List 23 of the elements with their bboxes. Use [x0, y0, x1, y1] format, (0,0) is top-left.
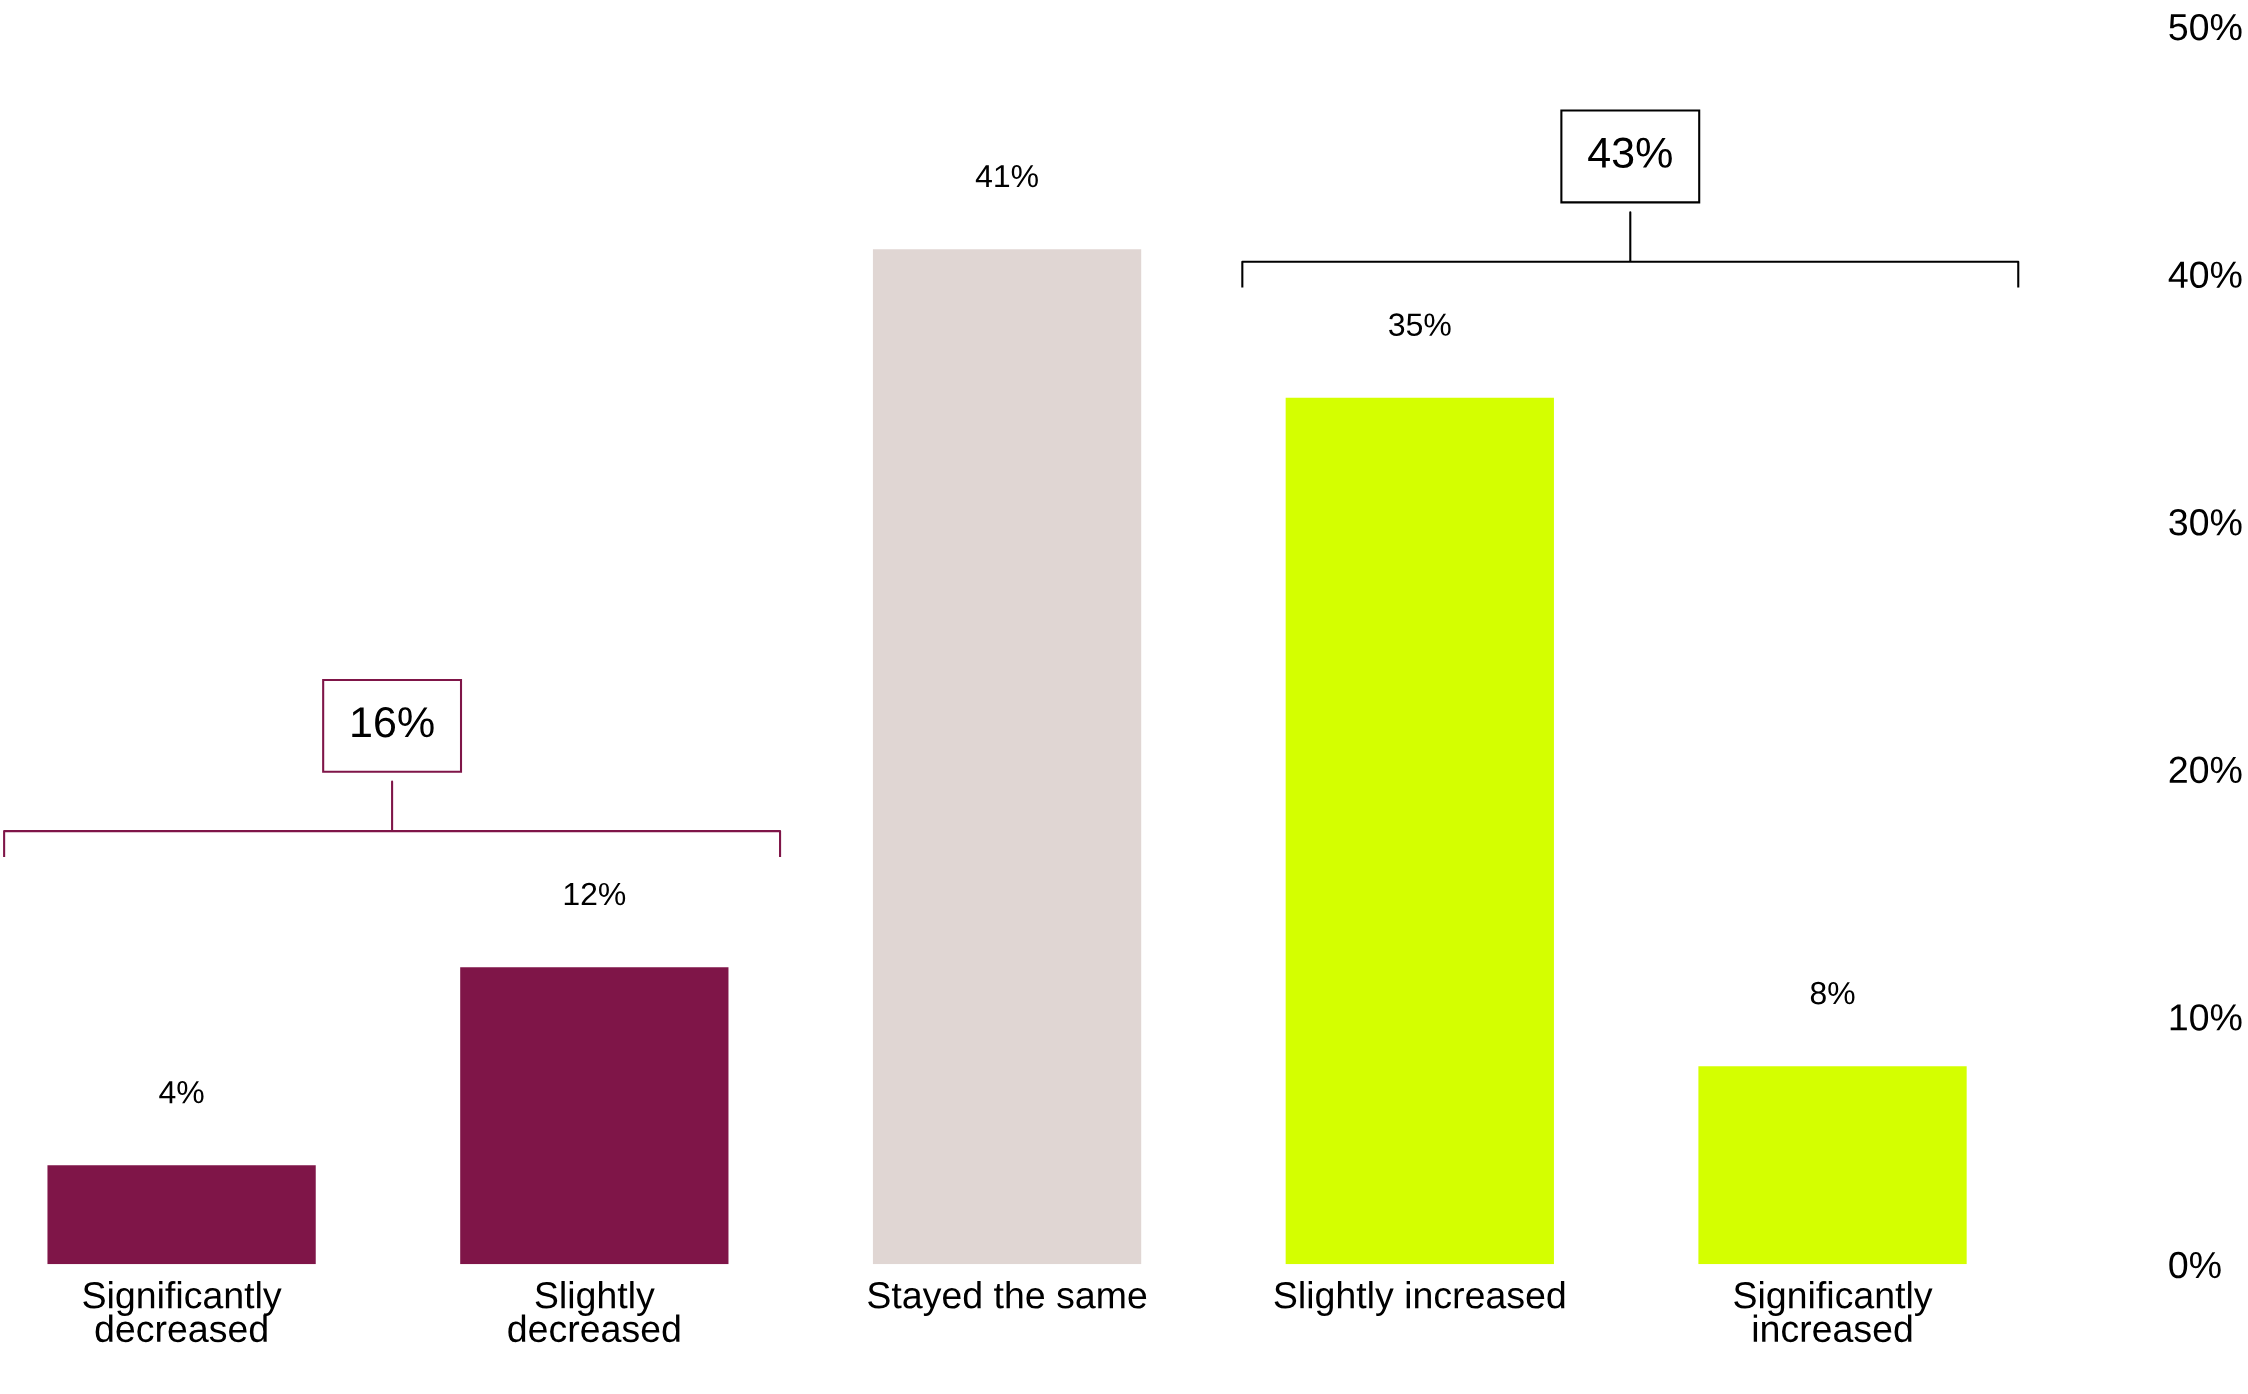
- y-tick-label: 40%: [2168, 261, 2242, 289]
- x-tick-label: Slightly decreased: [508, 1281, 680, 1343]
- bar: [47, 1165, 316, 1265]
- x-tick-label: Significantly increased: [1734, 1281, 1933, 1343]
- bar: [1698, 1066, 1967, 1265]
- data-label: 12%: [564, 882, 626, 906]
- bar: [1285, 397, 1554, 1265]
- y-tick-label: 30%: [2169, 509, 2242, 536]
- y-tick-label: 20%: [2169, 756, 2242, 784]
- x-tick-label: Significantly decreased: [83, 1281, 282, 1343]
- data-label: 41%: [975, 164, 1038, 188]
- bar: [872, 249, 1142, 1265]
- data-label: 35%: [1389, 313, 1451, 336]
- annotation: 43%: [1588, 137, 1672, 169]
- data-label: 4%: [159, 1080, 204, 1104]
- annotation: 16%: [352, 706, 434, 738]
- y-tick-label: 50%: [2169, 13, 2242, 41]
- data-label: 8%: [1810, 981, 1855, 1005]
- y-tick-label: 10%: [2170, 1004, 2242, 1031]
- bar: [460, 967, 729, 1265]
- x-tick-label: Slightly increased: [1274, 1281, 1565, 1316]
- x-tick-label: Stayed the same: [868, 1281, 1147, 1316]
- y-tick-label: 0%: [2169, 1251, 2221, 1279]
